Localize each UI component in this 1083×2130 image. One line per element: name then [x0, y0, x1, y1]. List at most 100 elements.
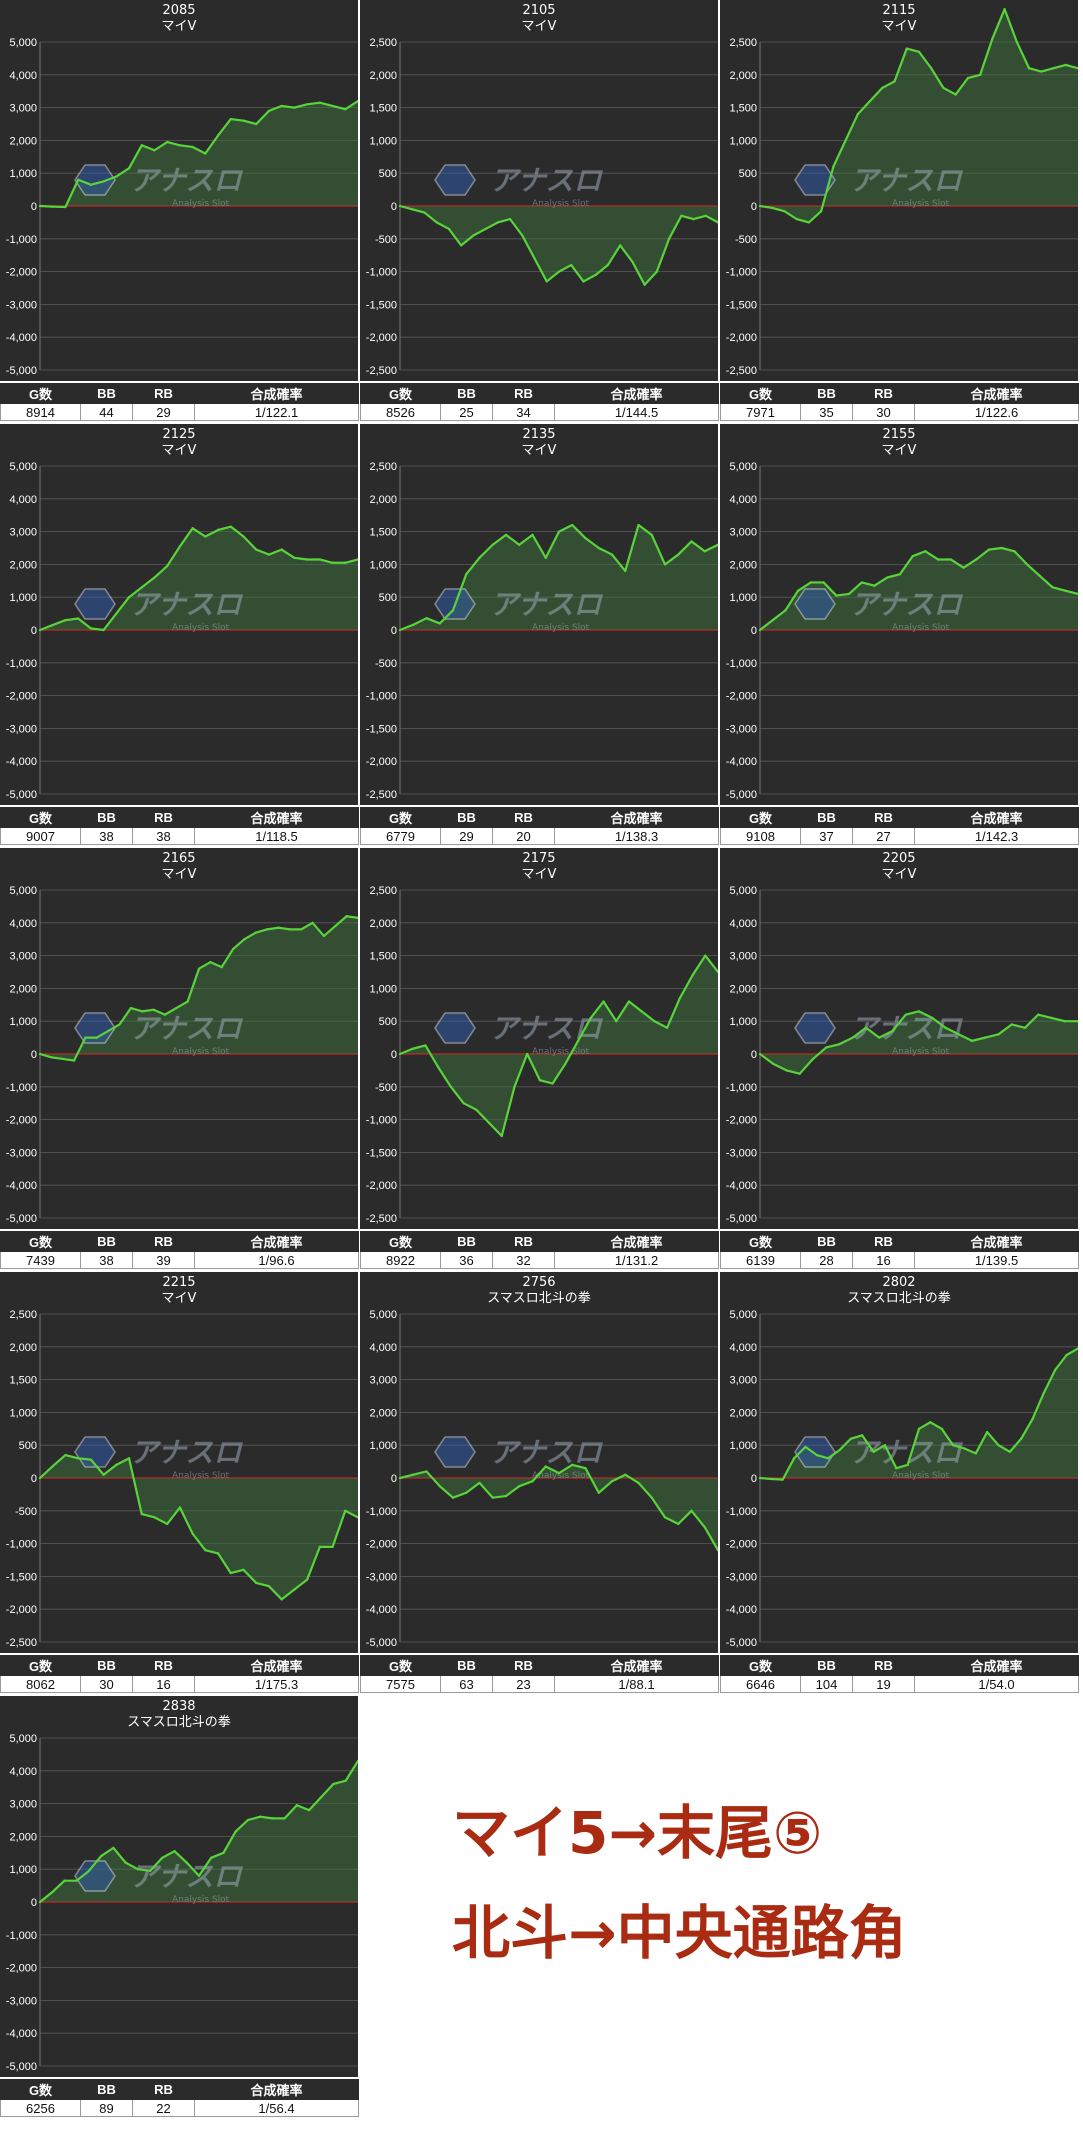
y-tick-label: 1,000 — [729, 1016, 757, 1028]
data-segment — [255, 1581, 271, 1588]
data-point — [655, 270, 658, 273]
data-segment — [1051, 586, 1067, 592]
data-point — [783, 210, 786, 213]
slump-chart: 5,000 4,000 3,000 2,000 1,000 0 -1,000 -2,000 -3… — [366, 1309, 718, 1649]
data-point — [986, 1430, 989, 1434]
machine-number: 2155 — [882, 427, 916, 442]
rb-value: 32 — [492, 1251, 555, 1269]
data-point — [878, 1036, 881, 1039]
data-segment — [38, 1465, 54, 1480]
games-header: G数 — [720, 383, 801, 404]
watermark-subtext: Analysis Slot — [172, 623, 230, 633]
data-point — [491, 543, 494, 546]
data-segment — [398, 1047, 414, 1056]
data-segment — [435, 221, 451, 231]
machine-number: 2802 — [882, 1275, 916, 1290]
data-point — [472, 234, 475, 237]
rb-value: 34 — [492, 403, 555, 421]
data-point — [666, 1026, 669, 1029]
games-value: 9108 — [720, 827, 801, 845]
data-point — [677, 1522, 680, 1526]
data-segment — [491, 1494, 508, 1499]
data-segment — [216, 525, 232, 532]
data-segment — [881, 80, 896, 90]
data-segment — [949, 558, 965, 569]
data-segment — [602, 1000, 618, 1023]
y-tick-label: -5,000 — [726, 789, 757, 801]
data-segment — [691, 954, 707, 977]
games-header: G数 — [720, 1655, 801, 1676]
machine-panel: 2,500 2,000 1,500 1,000 500 0 -500 -1,000 -1,500… — [360, 0, 719, 421]
data-point — [153, 576, 156, 579]
y-tick-label: -500 — [735, 234, 757, 246]
data-point — [178, 144, 182, 147]
machine-name: マイV — [881, 867, 917, 882]
data-segment — [229, 525, 245, 538]
machine-name: スマスロ北斗の拳 — [127, 1715, 231, 1730]
data-point — [704, 954, 707, 957]
data-point — [624, 569, 627, 573]
rb-value: 20 — [492, 827, 555, 845]
rate-value: 1/54.0 — [914, 1675, 1079, 1693]
data-point — [703, 550, 706, 553]
data-segment — [331, 1509, 347, 1548]
data-segment — [293, 103, 309, 109]
data-segment — [864, 1026, 881, 1039]
data-point — [1015, 40, 1018, 44]
logo-icon — [794, 164, 836, 196]
y-tick-label: 4,000 — [729, 1342, 757, 1354]
machine-panel: 5,000 4,000 3,000 2,000 1,000 0 -1,000 -2,000 -3… — [720, 424, 1079, 845]
data-segment — [204, 134, 220, 155]
data-point — [1038, 574, 1041, 577]
data-segment — [893, 47, 908, 83]
data-point — [283, 1817, 286, 1820]
data-segment — [1064, 63, 1078, 70]
y-tick-label: 1,500 — [369, 951, 397, 963]
data-point — [944, 1026, 947, 1029]
data-point — [576, 1039, 580, 1042]
y-tick-label: 4,000 — [9, 1766, 37, 1778]
data-segment — [487, 1121, 503, 1138]
y-tick-label: -1,000 — [366, 691, 397, 703]
data-point — [204, 1549, 207, 1552]
data-segment — [322, 924, 337, 938]
data-segment — [904, 1010, 921, 1016]
data-segment — [785, 1069, 801, 1075]
bb-value: 36 — [440, 1251, 493, 1269]
data-segment — [807, 210, 823, 224]
data-point — [1076, 1020, 1078, 1023]
data-point — [692, 218, 695, 221]
y-tick-label: -3,000 — [6, 723, 37, 735]
data-point — [991, 37, 994, 40]
y-tick-label: 1,000 — [369, 1440, 397, 1452]
data-segment — [77, 178, 92, 186]
data-segment — [551, 1062, 567, 1085]
logo-icon — [794, 588, 836, 620]
data-point — [424, 1044, 427, 1047]
data-segment — [266, 926, 280, 931]
data-point — [140, 144, 143, 147]
data-point — [356, 916, 358, 919]
games-value: 7439 — [0, 1251, 81, 1269]
data-segment — [451, 573, 468, 612]
bb-header: BB — [800, 1655, 853, 1676]
y-tick-label: -2,500 — [366, 789, 397, 801]
data-point — [124, 1861, 127, 1864]
data-segment — [677, 1509, 693, 1526]
logo-icon — [74, 1860, 116, 1892]
data-point — [166, 564, 169, 568]
logo-icon — [434, 1436, 476, 1468]
y-tick-label: 5,000 — [729, 885, 757, 897]
data-segment — [570, 263, 585, 283]
data-point — [627, 1000, 631, 1003]
data-point — [465, 1491, 468, 1494]
data-segment — [64, 617, 80, 622]
data-segment — [860, 581, 876, 587]
data-point — [398, 1052, 402, 1056]
data-point — [847, 592, 851, 596]
bb-value: 30 — [80, 1675, 133, 1693]
data-point — [929, 1421, 932, 1424]
data-point — [1064, 589, 1067, 592]
data-segment — [997, 1444, 1011, 1453]
data-point — [51, 623, 54, 627]
